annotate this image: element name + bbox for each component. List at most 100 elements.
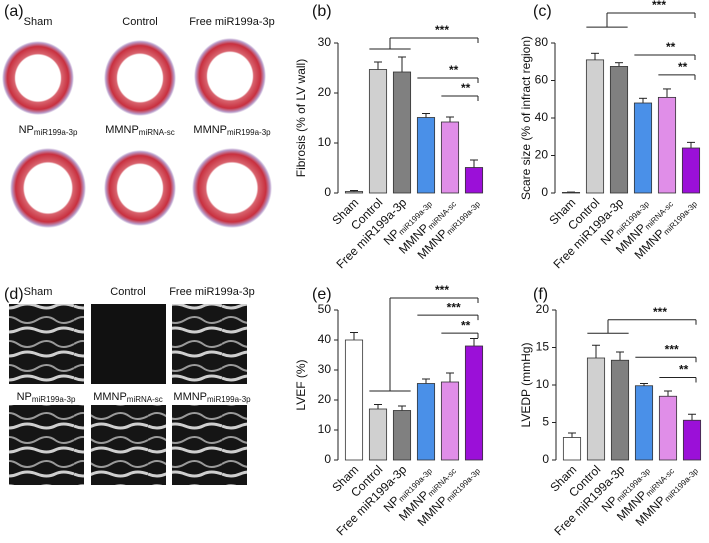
label-main: MMNP (105, 124, 139, 136)
heart-section (194, 38, 266, 114)
image-caption: MMNPmiRNA-sc (105, 124, 175, 137)
echo-image (9, 405, 84, 485)
y-axis-label: LVEDP (mmHg) (519, 343, 533, 428)
y-tick-label: 0 (324, 185, 331, 199)
y-tick-label: 20 (535, 148, 549, 162)
bar (440, 381, 460, 461)
label-main: MMNP (93, 391, 127, 403)
bar (634, 385, 654, 461)
significance-label: *** (653, 305, 667, 319)
y-axis-label: Fibrosis (% of LV wall) (294, 59, 308, 177)
bar (585, 59, 605, 194)
y-tick-label: 0 (324, 452, 331, 466)
image-caption: NPmiR199a-3p (17, 391, 76, 404)
heart-section (2, 41, 74, 115)
image-caption: Sham (24, 286, 53, 298)
y-tick-label: 60 (535, 73, 549, 87)
panel-label: (a) (4, 3, 24, 20)
echo-image (91, 304, 166, 384)
significance-label: ** (449, 63, 459, 77)
significance-label: *** (665, 342, 679, 356)
bar (633, 102, 653, 194)
label-sub: miRNA-sc (139, 128, 175, 137)
bar (561, 192, 581, 194)
echo-image (172, 405, 247, 485)
bar (344, 339, 364, 461)
image-caption: Control (122, 16, 157, 28)
y-tick-label: 30 (318, 35, 332, 49)
panel-label: (c) (533, 3, 552, 20)
bar (562, 437, 582, 461)
bar (368, 69, 388, 194)
y-tick-label: 10 (536, 377, 550, 391)
image-caption: NPmiR199a-3p (19, 124, 78, 137)
bar (682, 419, 702, 461)
y-tick-label: 40 (535, 110, 549, 124)
label-sub: miR199a-3p (34, 128, 78, 137)
y-tick-label: 5 (542, 415, 549, 429)
y-tick-label: 10 (318, 135, 332, 149)
y-tick-label: 50 (318, 302, 332, 316)
bar (657, 96, 677, 194)
panel-label: (b) (312, 3, 332, 20)
bar (658, 395, 678, 461)
bar (464, 345, 484, 461)
image-caption: MMNPmiR199a-3p (173, 391, 251, 404)
significance-label: ** (461, 318, 471, 332)
image-caption: Free miR199a-3p (189, 16, 275, 28)
label-main: NP (17, 391, 32, 403)
bar (368, 408, 388, 461)
y-axis-label: Scare size (% of infract region) (519, 36, 533, 200)
y-tick-label: 15 (536, 340, 550, 354)
label-sub: miR199a-3p (227, 128, 271, 137)
panel-label: (e) (312, 286, 332, 303)
bar (609, 66, 629, 194)
bar (440, 121, 460, 194)
label-sub: miR199a-3p (32, 395, 76, 404)
y-axis-label: LVEF (%) (294, 359, 308, 410)
bar (344, 191, 364, 194)
significance-label: ** (679, 363, 689, 377)
bar (464, 167, 484, 194)
bar (392, 71, 412, 194)
y-tick-label: 20 (318, 85, 332, 99)
image-caption: Sham (24, 16, 53, 28)
label-sub: miR199a-3p (207, 395, 251, 404)
echo-image (172, 304, 247, 384)
panel-label: (d) (4, 286, 24, 303)
image-caption: Control (110, 286, 145, 298)
image-caption: Free miR199a-3p (169, 286, 255, 298)
significance-label: *** (435, 23, 449, 37)
heart-section (104, 40, 176, 116)
bar (610, 359, 630, 461)
y-tick-label: 10 (318, 422, 332, 436)
image-caption: MMNPmiRNA-sc (93, 391, 163, 404)
y-tick-label: 20 (536, 302, 550, 316)
significance-label: ** (461, 81, 471, 95)
bar (416, 117, 436, 194)
significance-label: ** (666, 40, 676, 54)
significance-label: *** (652, 0, 666, 12)
image-caption: MMNPmiR199a-3p (193, 124, 271, 137)
echo-image (9, 304, 84, 384)
heart-section (10, 148, 86, 228)
heart-section (104, 150, 176, 226)
y-tick-label: 0 (541, 185, 548, 199)
label-main: MMNP (173, 391, 207, 403)
bar (416, 383, 436, 461)
label-main: MMNP (193, 124, 227, 136)
heart-section (192, 148, 272, 228)
significance-label: ** (678, 60, 688, 74)
significance-label: *** (447, 300, 461, 314)
bar (392, 410, 412, 461)
echo-image (91, 405, 166, 485)
echo-images (9, 304, 247, 485)
bar (681, 147, 701, 194)
label-main: NP (19, 124, 34, 136)
y-tick-label: 40 (318, 332, 332, 346)
y-tick-label: 0 (542, 452, 549, 466)
y-tick-label: 20 (318, 392, 332, 406)
significance-label: *** (435, 283, 449, 297)
heart-images (2, 38, 272, 228)
